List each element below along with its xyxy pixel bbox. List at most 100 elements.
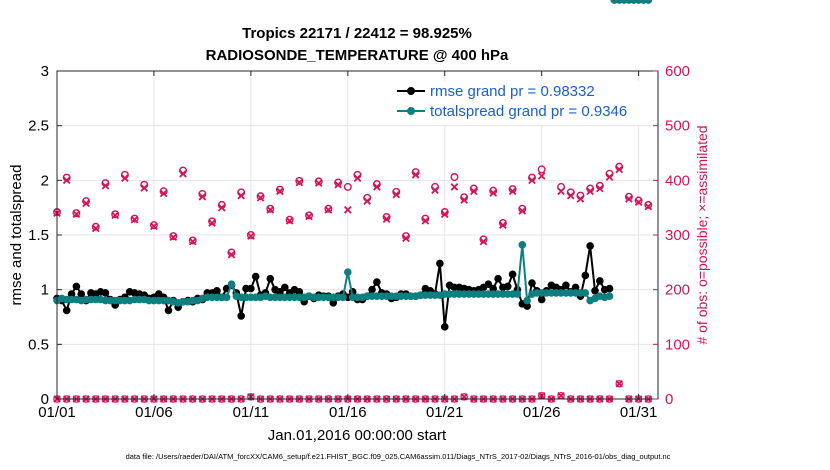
obs-assimilated-point: [576, 195, 585, 203]
obs-cross-stroke: [402, 234, 410, 243]
x-tick-label: 01/21: [426, 404, 464, 421]
obs-cross-stroke: [596, 184, 604, 193]
obs-cross-stroke: [363, 197, 372, 205]
obs-assimilated-point: [140, 184, 149, 192]
rmse-point: [537, 295, 546, 304]
obs-assimilated-point: [450, 183, 459, 191]
obs-assimilated-point: [596, 184, 604, 193]
obs-cross-stroke: [237, 191, 246, 200]
obs-assimilated-point: [353, 174, 362, 182]
obs-cross-stroke: [382, 215, 391, 223]
obs-cross-stroke: [324, 206, 333, 214]
obs-rejected-point: [615, 379, 623, 388]
obs-possible-point: [343, 182, 352, 191]
obs-assimilated-point: [198, 192, 207, 201]
rmse-point: [591, 286, 599, 295]
obs-cross-stroke: [266, 206, 275, 214]
y-right-tick-label: 600: [665, 63, 690, 80]
obs-possible-point: [305, 211, 314, 220]
obs-cross-stroke: [508, 187, 517, 196]
obs-cross-stroke: [469, 187, 478, 196]
obs-assimilated-point: [605, 173, 614, 181]
obs-possible-point: [295, 176, 304, 185]
obs-assimilated-point: [460, 196, 468, 204]
obs-assimilated-point: [111, 211, 119, 220]
obs-assimilated-point: [518, 207, 527, 215]
obs-cross-stroke: [343, 206, 352, 214]
obs-cross-stroke: [460, 196, 468, 204]
obs-assimilated-point: [324, 206, 333, 214]
obs-cross-stroke: [421, 216, 430, 225]
obs-cross-stroke: [586, 187, 594, 196]
obs-cross-stroke: [150, 222, 158, 231]
obs-assimilated-point: [382, 215, 391, 223]
obs-assimilated-point: [499, 221, 507, 229]
x-tick-label: 01/11: [233, 404, 269, 421]
rmse-point: [280, 283, 289, 292]
obs-assimilated-point: [440, 210, 449, 219]
obs-possible-point: [91, 222, 100, 231]
axes: 01/01 01/06 01/11 01/16 01/21 01/26 01/31 0 0.5 1…: [28, 63, 690, 421]
obs-cross-stroke: [615, 165, 624, 174]
y-tick-label: 3: [41, 63, 49, 80]
obs-possible-point: [111, 210, 120, 219]
obs-cross-stroke: [625, 195, 633, 203]
totalspread-point: [344, 268, 352, 276]
obs-assimilated-point: [528, 176, 536, 185]
obs-cross-stroke: [179, 169, 187, 178]
obs-cross-stroke: [285, 216, 294, 225]
obs-cross-stroke: [440, 210, 449, 219]
obs-assimilated-point: [256, 193, 265, 202]
rmse-point: [101, 289, 110, 297]
obs-possible-point: [537, 165, 546, 174]
obs-assimilated-point: [295, 178, 304, 187]
rmse-point: [77, 290, 86, 298]
obs-cross-stroke: [431, 186, 439, 195]
obs-possible-point: [256, 192, 265, 201]
obs-cross-stroke: [557, 187, 565, 196]
obs-cross-stroke: [121, 174, 129, 182]
obs-cross-stroke: [256, 193, 265, 202]
obs-possible-point: [275, 185, 284, 194]
obs-assimilated-point: [402, 234, 410, 243]
obs-cross-stroke: [450, 183, 459, 191]
obs-cross-stroke: [411, 171, 420, 179]
obs-cross-stroke: [528, 176, 536, 185]
x-tick-label: 01/01: [38, 404, 76, 421]
obs-assimilated-point: [179, 169, 187, 178]
obs-assimilated-point: [644, 202, 653, 211]
rmse-point: [494, 274, 502, 283]
obs-cross-stroke: [605, 173, 614, 181]
chart-subtitle: RADIOSONDE_TEMPERATURE @ 400 hPa: [206, 47, 509, 64]
legend-label: totalspread grand pr = 0.9346: [430, 103, 627, 120]
obs-assimilated-point: [411, 171, 420, 179]
obs-assimilated-point: [479, 237, 488, 246]
x-tick-label: 01/06: [135, 404, 173, 421]
obs-cross-stroke: [217, 203, 226, 212]
y-tick-label: 1.5: [28, 227, 49, 244]
y-right-tick-label: 100: [665, 336, 690, 353]
rmse-point: [62, 306, 71, 315]
obs-cross-stroke: [353, 174, 362, 182]
rmse-point: [503, 282, 512, 291]
totalspread-point: [227, 280, 236, 289]
legend: rmse grand pr = 0.98332 totalspread grand…: [393, 81, 646, 125]
obs-assimilated-point: [615, 165, 624, 174]
obs-assimilated-point: [431, 186, 439, 195]
obs-assimilated-point: [121, 174, 129, 182]
obs-cross-stroke: [188, 237, 197, 246]
rmse-point: [72, 282, 81, 291]
totalspread-point: [581, 289, 590, 297]
obs-assimilated-point: [91, 224, 100, 233]
obs-rejected-cross: [557, 391, 565, 400]
rmse-point: [484, 280, 493, 289]
obs-cross-stroke: [159, 189, 168, 198]
rmse-point: [164, 306, 173, 315]
totalspread-point: [222, 293, 231, 302]
obs-cross-stroke: [537, 172, 546, 180]
rmse-point: [562, 281, 570, 290]
y-right-tick-label: 200: [665, 282, 690, 299]
obs-assimilated-point: [276, 187, 284, 196]
obs-cross-stroke: [615, 379, 623, 388]
totalspread-point: [518, 241, 527, 249]
